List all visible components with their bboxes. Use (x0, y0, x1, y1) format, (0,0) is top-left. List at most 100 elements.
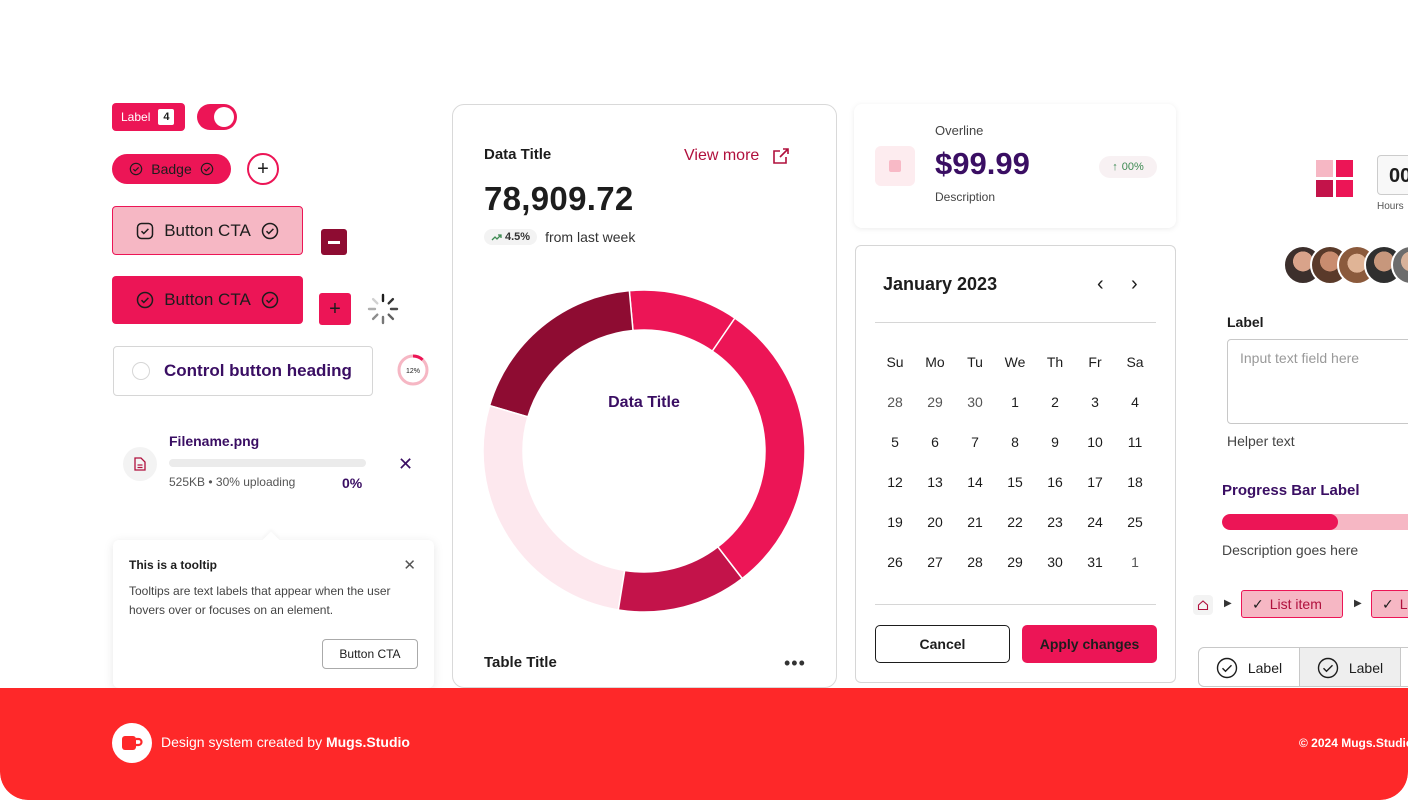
toggle-knob (214, 107, 234, 127)
calendar-day[interactable]: 28 (967, 554, 983, 570)
price-description: Description (935, 190, 996, 204)
weekday-label: Mo (925, 354, 945, 370)
calendar-day[interactable]: 27 (927, 554, 943, 570)
minus-button[interactable] (321, 229, 347, 255)
donut-slice (482, 404, 626, 611)
cancel-button[interactable]: Cancel (875, 625, 1010, 663)
calendar-day[interactable]: 2 (1051, 394, 1059, 410)
minus-icon (328, 240, 340, 244)
trend-pill: 4.5% (484, 229, 538, 245)
segment-item[interactable]: Label (1199, 648, 1300, 686)
calendar-day[interactable]: 17 (1087, 474, 1103, 490)
calendar-day[interactable]: 20 (927, 514, 943, 530)
calendar-day[interactable]: 21 (967, 514, 983, 530)
chevron-left-icon[interactable]: ‹ (1097, 273, 1104, 295)
view-more-link[interactable]: View more (684, 146, 791, 166)
button-cta-primary[interactable]: Button CTA (112, 276, 303, 324)
calendar-day[interactable]: 26 (887, 554, 903, 570)
loading-spinner-icon (367, 293, 399, 325)
trend-up-icon (491, 234, 502, 241)
check-circle-icon (1216, 657, 1238, 679)
calendar-day[interactable]: 16 (1047, 474, 1063, 490)
file-percent: 0% (342, 475, 363, 491)
breadcrumb-item[interactable]: ✓ List item (1241, 590, 1343, 618)
segment-item-active[interactable]: Label (1300, 648, 1401, 686)
calendar-day[interactable]: 14 (967, 474, 983, 490)
check-circle-icon (261, 291, 279, 309)
toggle-switch[interactable] (197, 104, 237, 130)
close-icon[interactable]: ✕ (403, 557, 416, 574)
text-input[interactable] (1227, 339, 1408, 424)
progress-bar-label: Progress Bar Label (1222, 482, 1360, 499)
calendar-day[interactable]: 11 (1127, 434, 1143, 450)
donut-slice (711, 317, 806, 580)
calendar-day[interactable]: 23 (1047, 514, 1063, 530)
control-button[interactable]: Control button heading (113, 346, 373, 396)
check-circle-icon (261, 222, 279, 239)
weekday-label: Sa (1126, 354, 1144, 370)
caret-right-icon: ▶ (1224, 598, 1232, 609)
check-icon: ✓ (1382, 595, 1394, 612)
more-horizontal-icon[interactable]: ••• (784, 653, 806, 673)
calendar-day[interactable]: 5 (891, 434, 899, 450)
file-upload-row: Filename.png 525KB • 30% uploading 0% ✕ (123, 430, 423, 494)
label-chip-text: Label (121, 110, 151, 124)
calendar-day[interactable]: 4 (1131, 394, 1139, 410)
calendar-day[interactable]: 1 (1011, 394, 1019, 410)
chevron-right-icon[interactable]: › (1131, 273, 1138, 295)
radio-circle[interactable] (132, 362, 150, 380)
donut-slice (488, 289, 634, 418)
price-trend-value: 00% (1121, 161, 1144, 173)
calendar-day[interactable]: 3 (1091, 394, 1099, 410)
calendar-day[interactable]: 15 (1007, 474, 1023, 490)
calendar-day[interactable]: 28 (887, 394, 903, 410)
breadcrumb-item[interactable]: ✓ L (1371, 590, 1408, 618)
button-cta-secondary-label: Button CTA (164, 220, 251, 240)
badge-text: Badge (151, 161, 192, 177)
check-circle-icon (200, 162, 213, 176)
button-cta-secondary[interactable]: Button CTA (112, 206, 303, 255)
calendar-day[interactable]: 29 (1007, 554, 1023, 570)
calendar-day[interactable]: 7 (971, 434, 979, 450)
weekday-label: We (1004, 354, 1026, 370)
plus-button[interactable]: + (319, 293, 351, 325)
calendar-day[interactable]: 24 (1087, 514, 1103, 530)
calendar-day[interactable]: 12 (887, 474, 903, 490)
calendar-day[interactable]: 31 (1087, 554, 1103, 570)
calendar-day[interactable]: 22 (1007, 514, 1023, 530)
calendar-day[interactable]: 29 (927, 394, 943, 410)
tooltip-arrow (262, 531, 280, 549)
calendar-day[interactable]: 1 (1131, 554, 1139, 570)
calendar-day[interactable]: 30 (967, 394, 983, 410)
view-more-label: View more (684, 147, 760, 164)
table-title: Table Title (484, 654, 557, 671)
calendar-divider (875, 604, 1156, 605)
calendar-day[interactable]: 8 (1011, 434, 1019, 450)
tooltip-title: This is a tooltip (129, 558, 218, 572)
donut-title: Data Title (608, 394, 680, 411)
tooltip-button[interactable]: Button CTA (322, 639, 418, 669)
trend-pill-value: 4.5% (505, 231, 531, 243)
calendar-day[interactable]: 13 (927, 474, 943, 490)
badge: Badge (112, 154, 231, 184)
label-chip-count: 4 (158, 109, 175, 125)
card-title: Data Title (484, 146, 552, 163)
close-icon[interactable]: ✕ (398, 454, 414, 474)
segmented-control: Label Label (1198, 647, 1408, 687)
check-circle-icon (136, 291, 154, 309)
calendar-day[interactable]: 18 (1127, 474, 1143, 490)
footer-brand[interactable]: Mugs.Studio (325, 734, 410, 750)
footer-prefix: Design system created by (161, 734, 323, 750)
calendar-day[interactable]: 19 (887, 514, 903, 530)
calendar-day[interactable]: 25 (1127, 514, 1143, 530)
data-card: Data Title View more 78,909.72 4.5% from… (452, 104, 837, 688)
calendar-day[interactable]: 9 (1051, 434, 1059, 450)
circle-plus-button[interactable]: + (247, 153, 279, 185)
apply-changes-button[interactable]: Apply changes (1022, 625, 1157, 663)
calendar-day[interactable]: 6 (931, 434, 939, 450)
home-icon[interactable] (1193, 595, 1213, 615)
calendar-day[interactable]: 10 (1087, 434, 1103, 450)
donut-slice (617, 545, 744, 613)
calendar-day[interactable]: 30 (1047, 554, 1063, 570)
card-trend: 4.5% from last week (484, 229, 635, 245)
